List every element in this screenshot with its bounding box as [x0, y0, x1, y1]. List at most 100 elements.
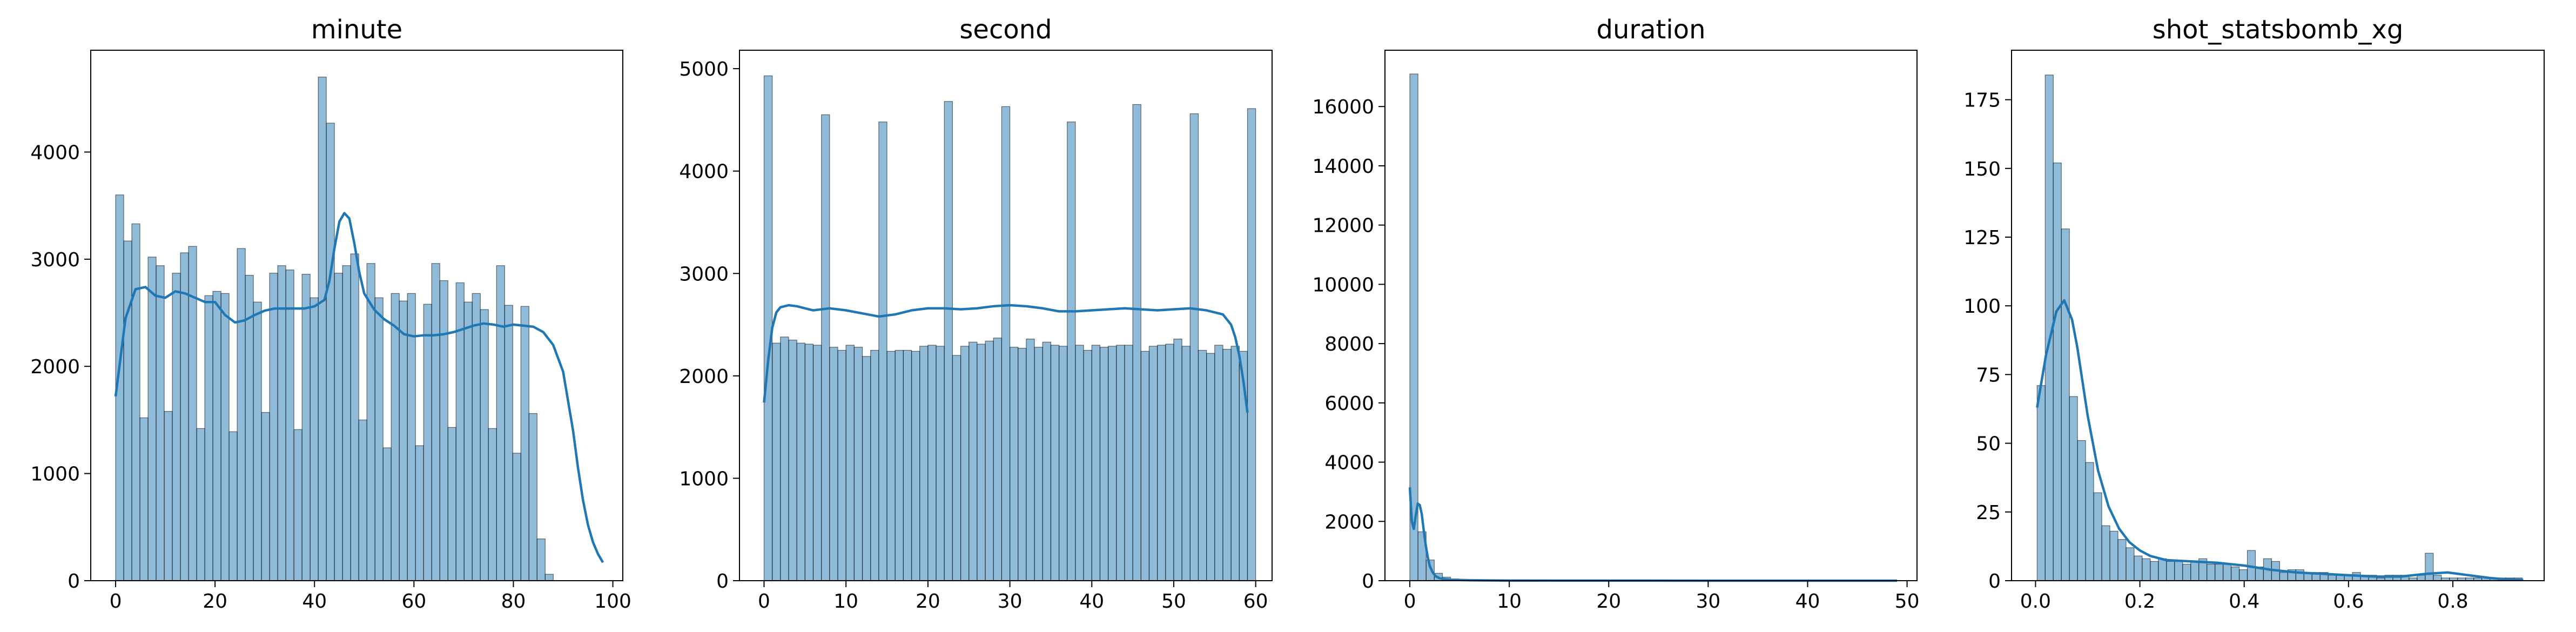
histogram-bar — [366, 263, 375, 581]
x-tick-label: 0.0 — [2020, 590, 2051, 613]
histogram-bar — [2279, 572, 2288, 581]
histogram-bar — [480, 309, 489, 581]
histogram-bar — [1173, 338, 1182, 581]
histogram-bar — [2425, 553, 2434, 581]
y-tick-label: 14000 — [1312, 156, 1374, 178]
histogram-bar — [463, 301, 473, 581]
x-tick-label: 10 — [833, 590, 858, 613]
y-tick-label: 2000 — [1324, 511, 1374, 533]
histogram-bar — [1189, 113, 1199, 581]
histogram-bar — [1181, 346, 1191, 581]
histogram-bar — [1165, 344, 1174, 581]
histogram-bar — [2085, 462, 2094, 581]
histogram-bar — [2109, 530, 2118, 581]
histogram-bar — [2126, 547, 2135, 581]
histogram-bar — [927, 345, 937, 581]
histogram-bar — [985, 340, 994, 581]
histogram-bar — [1157, 345, 1166, 581]
histogram-bar — [2182, 563, 2191, 581]
histogram-bar — [204, 295, 213, 581]
y-tick-label: 5000 — [679, 58, 729, 80]
x-tick-label: 0 — [1404, 590, 1416, 613]
histogram-bar — [2215, 563, 2224, 581]
y-tick-label: 0 — [716, 570, 729, 593]
chart-title: second — [959, 15, 1052, 45]
histogram-bar — [1108, 346, 1117, 581]
x-tick-label: 40 — [302, 590, 327, 613]
histogram-bar — [780, 337, 789, 581]
histogram-bar — [2190, 561, 2200, 581]
histogram-bar — [528, 413, 537, 581]
histogram-bar — [1099, 347, 1109, 581]
histogram-bar — [391, 293, 400, 581]
x-tick-label: 30 — [998, 590, 1023, 613]
histogram-bars — [115, 77, 554, 581]
histogram-bar — [358, 419, 367, 581]
histogram-bar — [936, 346, 945, 581]
histogram-bar — [829, 347, 838, 581]
histogram-bar — [2036, 385, 2046, 581]
histogram-bar — [960, 346, 970, 581]
histogram-bar — [1214, 345, 1223, 581]
histogram-bar — [944, 101, 953, 581]
y-tick-label: 25 — [1976, 502, 2001, 524]
histogram-bar — [952, 355, 961, 581]
histogram-bar — [123, 240, 132, 581]
y-tick-label: 0 — [1362, 570, 1374, 593]
x-tick-label: 0.8 — [2437, 590, 2468, 613]
histogram-bar — [220, 293, 230, 581]
histogram-bar — [862, 356, 871, 581]
x-tick-label: 40 — [1079, 590, 1104, 613]
x-tick-label: 30 — [1696, 590, 1720, 613]
histogram-bar — [350, 253, 359, 581]
second-histogram-panel: 0 10 20 30 40 50 60 0 1000 2000 3000 4000 5000 second — [679, 15, 1273, 613]
histogram-bar — [804, 344, 814, 581]
y-tick-label: 75 — [1976, 364, 2001, 386]
histogram-bar — [1222, 348, 1232, 581]
histogram-bar — [399, 300, 408, 581]
histogram-bar — [1083, 349, 1092, 581]
x-tick-label: 20 — [1596, 590, 1621, 613]
histogram-bar — [2093, 492, 2102, 581]
histogram-bar — [439, 280, 448, 581]
histogram-bar — [212, 291, 221, 581]
histogram-bar — [1198, 349, 1207, 581]
histogram-bar — [1206, 353, 1215, 581]
histogram-bar — [993, 338, 1003, 581]
y-tick-label: 6000 — [1324, 393, 1374, 415]
histogram-bar — [2207, 563, 2216, 581]
histogram-bar — [496, 265, 505, 581]
histogram-bar — [1247, 108, 1256, 581]
y-tick-label: 50 — [1976, 433, 2001, 455]
histogram-bar — [147, 257, 157, 581]
chart-title: minute — [311, 15, 402, 45]
x-tick-label: 60 — [401, 590, 426, 613]
x-tick-label: 50 — [1895, 590, 1920, 613]
x-tick-label: 20 — [916, 590, 940, 613]
histogram-bar — [269, 273, 278, 581]
histogram-bar — [796, 342, 805, 581]
histogram-bar — [156, 265, 165, 581]
y-tick-label: 4000 — [679, 161, 729, 183]
histogram-bar — [415, 445, 424, 581]
x-tick-label: 80 — [501, 590, 526, 613]
histogram-bar — [821, 114, 830, 581]
y-tick-label: 4000 — [30, 142, 80, 164]
histogram-bar — [544, 574, 554, 581]
chart-title: shot_statsbomb_xg — [2153, 15, 2404, 45]
y-tick-label: 3000 — [679, 263, 729, 285]
histogram-bar — [2101, 525, 2110, 581]
y-tick-label: 175 — [1963, 90, 2001, 112]
kde-line — [2036, 299, 2524, 581]
duration-histogram-panel: 0 10 20 30 40 50 0 2000 4000 6000 8000 10000 12000 14… — [1312, 15, 1919, 613]
histogram-bar — [1116, 345, 1125, 581]
histogram-bar — [1132, 104, 1141, 581]
histogram-bar — [2230, 566, 2240, 581]
histogram-bar — [342, 265, 351, 581]
histogram-bar — [293, 429, 302, 581]
x-tick-label: 100 — [594, 590, 631, 613]
histogram-bar — [326, 123, 335, 581]
y-tick-label: 12000 — [1312, 215, 1374, 237]
histogram-bar — [2328, 575, 2337, 581]
